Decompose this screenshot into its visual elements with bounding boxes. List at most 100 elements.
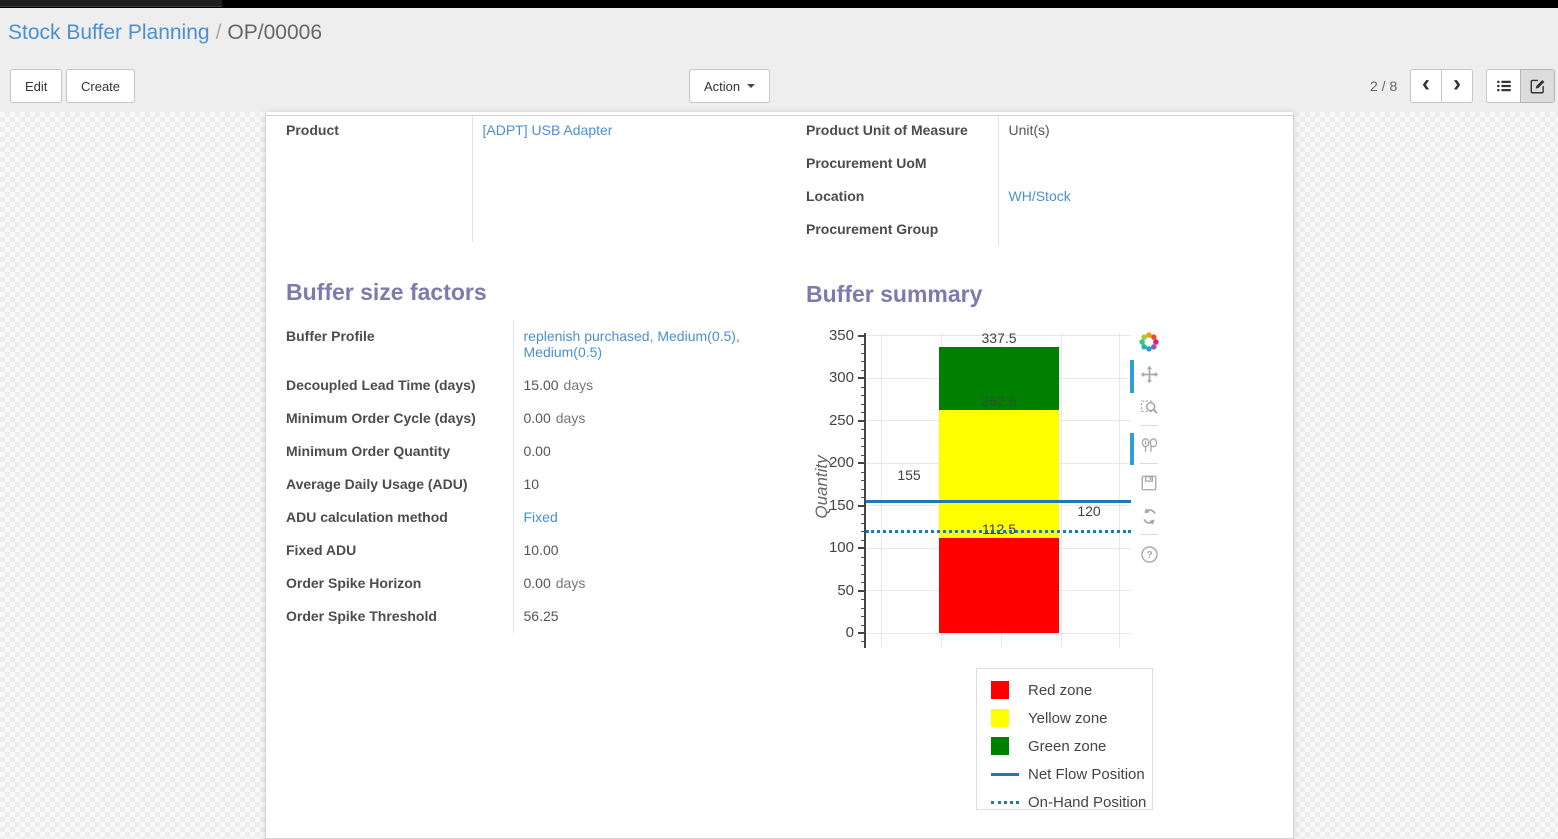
field-unit-moc: days	[555, 410, 586, 426]
y-axis-title: Quantity	[812, 455, 831, 519]
form-view-background: Product [ADPT] USB Adapter Product Unit …	[0, 112, 1558, 839]
location-link[interactable]: WH/Stock	[1008, 188, 1071, 204]
field-label-adu-method: ADU calculation method	[286, 501, 514, 534]
field-label-spike-horizon: Order Spike Horizon	[286, 567, 514, 600]
field-unit-spike-horizon: days	[555, 575, 586, 591]
field-label-product: Product	[286, 114, 473, 242]
field-label-adu: Average Daily Usage (ADU)	[286, 468, 514, 501]
plotly-logo-icon[interactable]	[1136, 330, 1162, 354]
y-tick-label: 300	[828, 369, 854, 387]
list-icon	[1496, 80, 1511, 92]
field-value-spike-threshold: 56.25	[523, 608, 559, 624]
breadcrumb-current: OP/00006	[227, 21, 322, 44]
y-axis-minor-tick	[861, 624, 866, 626]
legend-item-yellow-zone[interactable]: Yellow zone	[991, 704, 1152, 732]
legend-label: Red zone	[1028, 681, 1093, 699]
modebar-active-indicator	[1130, 360, 1134, 393]
y-axis-tick	[858, 547, 866, 550]
modebar-divider	[1140, 534, 1158, 535]
y-tick-label: 150	[828, 496, 854, 514]
buffer-summary-title: Buffer summary	[806, 281, 983, 307]
buffer-profile-link[interactable]: replenish purchased, Medium(0.5), Medium…	[523, 328, 740, 360]
pager-next-button[interactable]: ›	[1441, 69, 1473, 103]
field-label-product-uom: Product Unit of Measure	[806, 114, 999, 147]
field-value-spike-horizon: 0.00	[523, 575, 551, 591]
y-axis-minor-tick	[861, 369, 866, 371]
net-flow-position-line	[866, 499, 1131, 503]
net-flow-position-swatch	[991, 772, 1019, 776]
form-view-button[interactable]	[1520, 69, 1555, 103]
field-row: Procurement Group	[806, 213, 1274, 246]
y-axis-minor-tick	[861, 514, 866, 516]
hover-compare-icon[interactable]	[1136, 435, 1162, 455]
y-axis-minor-tick	[861, 599, 866, 601]
view-switcher	[1486, 69, 1555, 103]
field-label-moc: Minimum Order Cycle (days)	[286, 402, 514, 435]
modebar-divider	[1140, 463, 1158, 464]
field-value-adu: 10	[523, 476, 540, 492]
product-link[interactable]: [ADPT] USB Adapter	[482, 122, 613, 138]
y-axis-minor-tick	[861, 395, 866, 397]
field-row: Procurement UoM	[806, 147, 1274, 180]
legend-label: Green zone	[1028, 737, 1107, 755]
field-value-product-uom: Unit(s)	[1008, 122, 1050, 138]
field-value-fixed-adu: 10.00	[523, 542, 559, 558]
breadcrumb-parent-link[interactable]: Stock Buffer Planning	[8, 21, 210, 44]
list-view-button[interactable]	[1486, 69, 1521, 103]
y-tick-label: 250	[828, 411, 854, 429]
pager-previous-button[interactable]: ‹	[1410, 69, 1442, 103]
edit-button[interactable]: Edit	[10, 69, 63, 103]
y-axis-minor-tick	[861, 556, 866, 558]
top-menu-active-segment	[0, 0, 222, 7]
y-axis-minor-tick	[861, 454, 866, 456]
field-row: Location WH/Stock	[806, 180, 1274, 213]
reset-axes-icon[interactable]	[1136, 506, 1162, 526]
pan-icon[interactable]	[1136, 364, 1162, 384]
y-tick-label: 200	[828, 454, 854, 472]
box-zoom-icon[interactable]	[1136, 397, 1162, 417]
form-sheet: Product [ADPT] USB Adapter Product Unit …	[265, 112, 1294, 839]
y-axis-minor-tick	[861, 403, 866, 405]
sheet-divider	[266, 115, 1293, 116]
y-axis-minor-tick	[861, 386, 866, 388]
save-icon[interactable]	[1136, 473, 1162, 493]
field-label-moq: Minimum Order Quantity	[286, 435, 514, 468]
field-row: Average Daily Usage (ADU) 10	[286, 468, 768, 501]
y-axis-minor-tick	[861, 361, 866, 363]
help-icon[interactable]: ?	[1136, 544, 1162, 564]
y-axis-minor-tick	[861, 582, 866, 584]
legend-item-on-hand-position[interactable]: On-Hand Position	[991, 788, 1152, 816]
field-row: Minimum Order Quantity 0.00	[286, 435, 768, 468]
bar-value-label: 112.5	[982, 520, 1016, 537]
legend-item-net-flow-position[interactable]: Net Flow Position	[991, 760, 1152, 788]
adu-method-link[interactable]: Fixed	[523, 509, 558, 525]
gridline	[1061, 333, 1062, 648]
buffer-summary-chart: 0 50 100 150 200 250 300 350 112.5 262.5 337.5 155 1…	[266, 112, 1293, 838]
create-button[interactable]: Create	[66, 69, 136, 103]
field-label-procurement-uom: Procurement UoM	[806, 147, 999, 180]
y-axis-tick	[858, 504, 866, 507]
field-value-moc: 0.00	[523, 410, 551, 426]
y-axis-tick	[858, 334, 866, 337]
y-axis-minor-tick	[861, 531, 866, 533]
y-axis-minor-tick	[861, 565, 866, 567]
green-zone-swatch	[991, 737, 1019, 755]
product-field-group: Product [ADPT] USB Adapter	[286, 114, 736, 242]
action-label: Action	[704, 78, 741, 94]
field-row: Minimum Order Cycle (days) 0.00 days	[286, 402, 768, 435]
y-axis-minor-tick	[861, 497, 866, 499]
field-label-dlt: Decoupled Lead Time (days)	[286, 369, 514, 402]
legend-item-red-zone[interactable]: Red zone	[991, 676, 1152, 704]
y-tick-label: 0	[845, 624, 854, 641]
red-zone-swatch	[991, 681, 1019, 699]
legend-item-green-zone[interactable]: Green zone	[991, 732, 1152, 760]
field-value-moq: 0.00	[523, 443, 551, 459]
field-row: Fixed ADU 10.00	[286, 534, 768, 567]
line-value-label: 155	[897, 467, 921, 484]
y-axis-minor-tick	[861, 446, 866, 448]
field-label-spike-threshold: Order Spike Threshold	[286, 600, 514, 633]
action-dropdown-button[interactable]: Action	[689, 69, 771, 103]
y-axis-minor-tick	[861, 573, 866, 575]
legend-label: Net Flow Position	[1028, 765, 1145, 783]
procurement-field-group: Product Unit of Measure Unit(s) Procurem…	[806, 114, 1274, 246]
